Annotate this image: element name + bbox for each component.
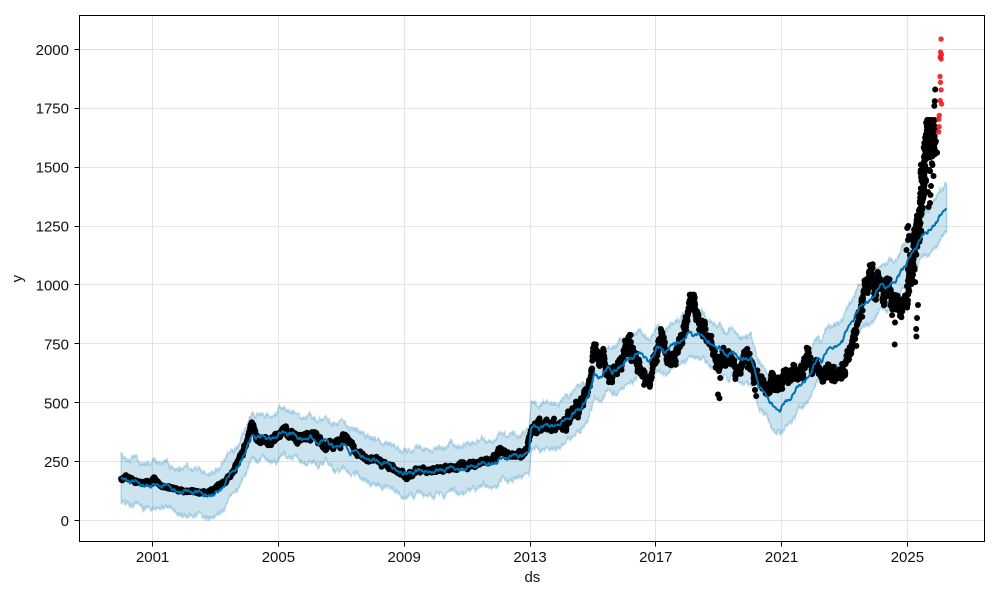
svg-text:250: 250 — [44, 454, 69, 471]
svg-text:2013: 2013 — [513, 549, 546, 566]
svg-text:2001: 2001 — [136, 549, 169, 566]
svg-text:1750: 1750 — [36, 101, 69, 118]
svg-text:1250: 1250 — [36, 219, 69, 236]
svg-text:y: y — [9, 274, 26, 282]
svg-text:2000: 2000 — [36, 42, 69, 59]
svg-text:2017: 2017 — [639, 549, 672, 566]
svg-text:2021: 2021 — [765, 549, 798, 566]
svg-text:2009: 2009 — [388, 549, 421, 566]
svg-text:750: 750 — [44, 336, 69, 353]
svg-text:500: 500 — [44, 395, 69, 412]
svg-text:0: 0 — [61, 513, 69, 530]
svg-text:1000: 1000 — [36, 278, 69, 295]
svg-text:2025: 2025 — [891, 549, 924, 566]
svg-text:2005: 2005 — [262, 549, 295, 566]
svg-text:1500: 1500 — [36, 160, 69, 177]
svg-text:ds: ds — [524, 569, 540, 586]
